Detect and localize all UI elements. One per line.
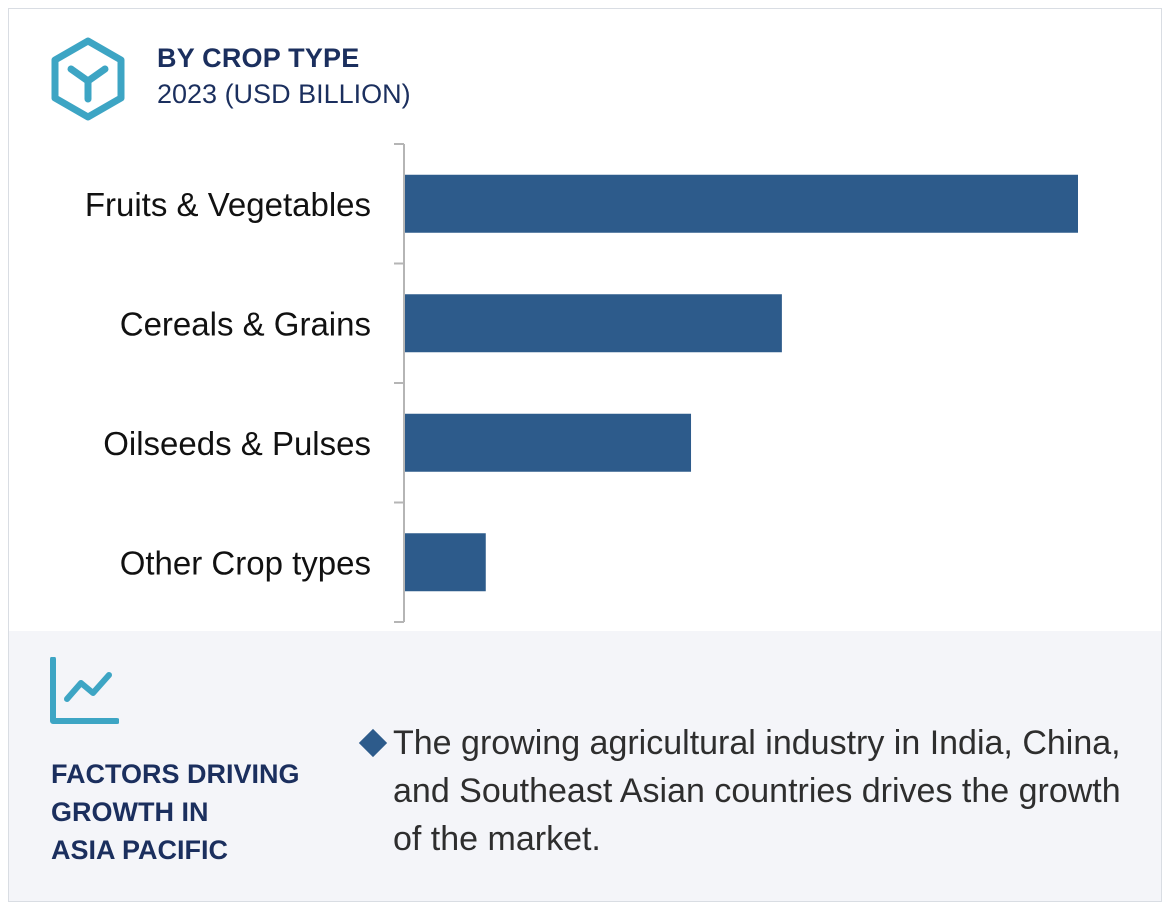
bar-oilseeds-pulses <box>405 413 692 472</box>
bar-chart-svg: Fruits & Vegetables Cereals & Grains Oilse… <box>85 143 1078 623</box>
category-label: Other Crop types <box>120 544 371 581</box>
diamond-bullet-icon <box>358 728 388 758</box>
bar-cereals-grains <box>405 294 782 353</box>
crop-type-bar-chart: Fruits & Vegetables Cereals & Grains Oilse… <box>9 139 1163 629</box>
chart-subtitle: 2023 (USD BILLION) <box>157 79 411 109</box>
market-card: BY CROP TYPE 2023 (USD BILLION) Fruits &… <box>8 8 1162 902</box>
category-label: Fruits & Vegetables <box>85 186 371 223</box>
category-label: Oilseeds & Pulses <box>103 425 371 462</box>
chart-header: BY CROP TYPE 2023 (USD BILLION) <box>9 9 1161 129</box>
factors-panel: FACTORS DRIVING GROWTH IN ASIA PACIFIC T… <box>9 631 1161 901</box>
line-chart-icon <box>50 657 119 724</box>
factors-text: The growing agricultural industry in Ind… <box>393 724 1121 858</box>
bar-other-crop-types <box>405 533 486 592</box>
factors-title: FACTORS DRIVING GROWTH IN ASIA PACIFIC <box>51 759 300 865</box>
chart-title: BY CROP TYPE <box>157 43 360 73</box>
bar-fruits-vegetables <box>405 174 1078 233</box>
category-label: Cereals & Grains <box>120 305 371 342</box>
cube-hexagon-icon <box>51 37 125 121</box>
